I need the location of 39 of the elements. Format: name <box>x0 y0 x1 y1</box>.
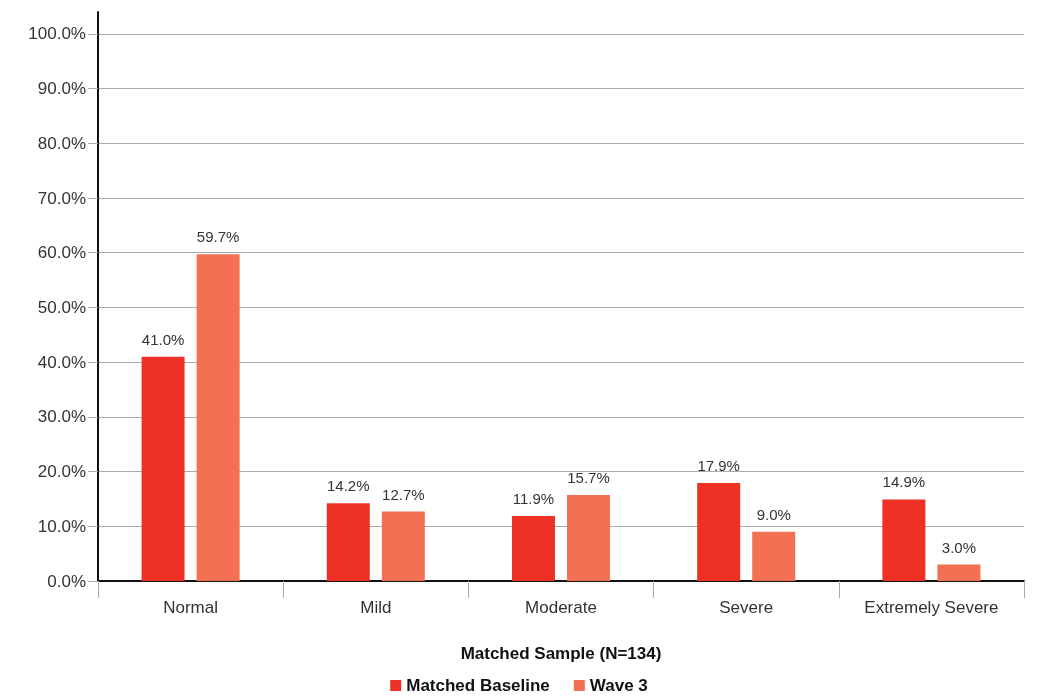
x-tick-label: Severe <box>719 598 774 617</box>
data-label: 14.9% <box>882 473 926 491</box>
bar <box>141 356 185 581</box>
data-label: 14.2% <box>327 477 370 495</box>
x-tick-label: Normal <box>163 598 218 617</box>
y-tick-label: 40.0% <box>37 352 86 372</box>
data-label: 9.0% <box>756 505 791 523</box>
y-tick-label: 0.0% <box>47 571 86 591</box>
bar <box>511 515 555 581</box>
x-axis-title: Matched Sample (N=134) <box>460 644 662 663</box>
data-label: 59.7% <box>196 228 240 246</box>
y-tick-label: 90.0% <box>37 79 86 99</box>
y-tick-label: 30.0% <box>37 407 86 427</box>
bar <box>882 499 926 581</box>
bar <box>697 483 741 581</box>
y-tick-label: 100.0% <box>28 24 86 44</box>
legend-label: Wave 3 <box>589 676 648 695</box>
x-tick-label: Extremely Severe <box>864 598 999 617</box>
y-tick-label: 50.0% <box>37 297 86 317</box>
x-tick-label: Mild <box>360 598 392 617</box>
data-label: 15.7% <box>567 469 610 487</box>
y-tick-label: 60.0% <box>37 243 86 263</box>
x-tick-label: Moderate <box>525 598 597 617</box>
data-label: 41.0% <box>141 330 185 348</box>
data-label: 17.9% <box>697 457 740 475</box>
bar <box>196 254 240 581</box>
y-tick-label: 10.0% <box>37 516 86 536</box>
bar <box>567 495 611 581</box>
bar <box>326 503 370 581</box>
data-label: 11.9% <box>512 489 555 507</box>
data-label: 3.0% <box>941 538 977 556</box>
bar <box>752 531 796 581</box>
legend-label: Matched Baseline <box>406 676 550 695</box>
y-tick-label: 20.0% <box>37 462 86 482</box>
bar <box>937 564 981 581</box>
y-tick-label: 70.0% <box>37 188 86 208</box>
data-label: 12.7% <box>382 485 425 503</box>
bar <box>381 511 425 581</box>
y-tick-label: 80.0% <box>37 133 86 153</box>
